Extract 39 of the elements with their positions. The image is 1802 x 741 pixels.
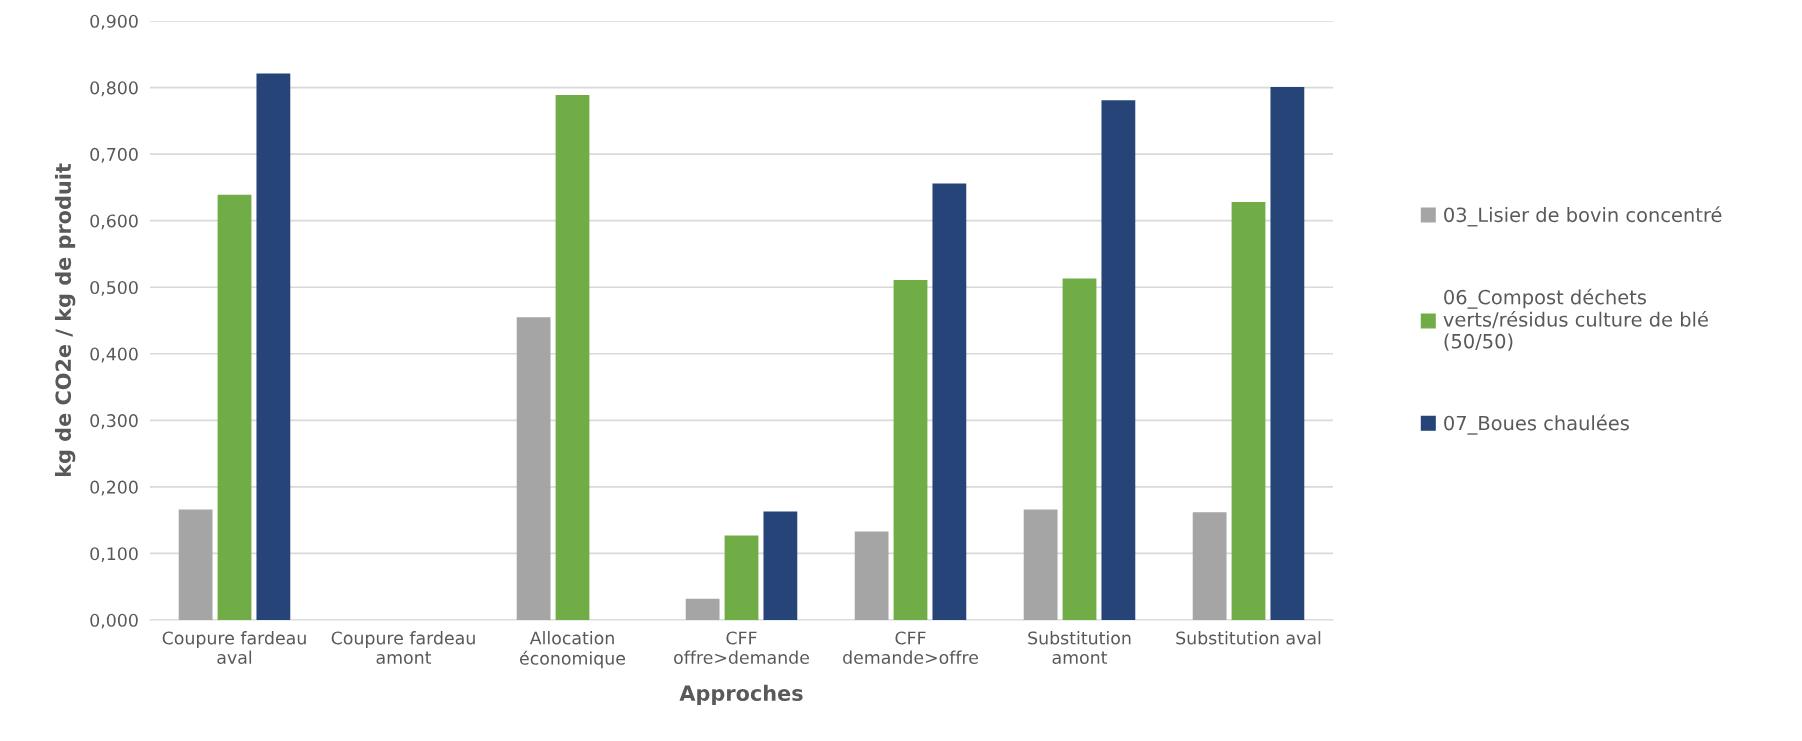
y-tick-label: 0,700: [90, 147, 138, 163]
y-tick-label: 0,100: [90, 547, 138, 563]
bar: [1062, 278, 1097, 620]
bar: [1101, 100, 1136, 620]
bar: [1231, 202, 1266, 620]
legend-label: 06_Compost déchets verts/résidus culture de blé (50/50): [1443, 288, 1708, 351]
bar: [932, 183, 967, 620]
y-tick-label: 0,400: [90, 347, 138, 363]
y-tick-label: 0,600: [90, 214, 138, 230]
bar: [685, 598, 720, 620]
bar: [1023, 509, 1058, 620]
y-tick-label: 0,000: [90, 613, 138, 629]
x-tick-label: Coupure fardeau amont: [331, 631, 475, 664]
y-axis-title: kg de CO2e / kg de produit: [54, 163, 76, 477]
x-tick-label: CFF offre>demande: [674, 631, 809, 664]
bar: [724, 535, 759, 620]
bar: [1270, 86, 1305, 620]
x-tick-label: Allocation économique: [520, 631, 626, 669]
legend-label: 03_Lisier de bovin concentré: [1444, 206, 1722, 227]
y-tick-label: 0,800: [90, 81, 138, 97]
y-tick-label: 0,500: [90, 280, 138, 296]
x-tick-label: CFF demande>offre: [843, 631, 978, 664]
bar: [854, 531, 889, 620]
legend-label: 07_Boues chaulées: [1444, 414, 1629, 435]
x-tick-label: Substitution amont: [1028, 631, 1131, 664]
bar: [893, 279, 928, 620]
x-axis-title: Approches: [679, 684, 803, 706]
y-tick-label: 0,300: [90, 414, 138, 429]
bar: [555, 94, 590, 620]
x-tick-label: Coupure fardeau aval: [162, 631, 306, 664]
bar: [1192, 512, 1227, 620]
bar: [516, 317, 551, 620]
bar: [217, 194, 252, 620]
bar: [256, 73, 291, 620]
bar: [178, 509, 213, 620]
bar: [763, 511, 798, 620]
x-tick-label: Substitution aval: [1176, 631, 1321, 645]
y-tick-label: 0,200: [90, 480, 138, 496]
y-tick-label: 0,900: [90, 14, 138, 30]
